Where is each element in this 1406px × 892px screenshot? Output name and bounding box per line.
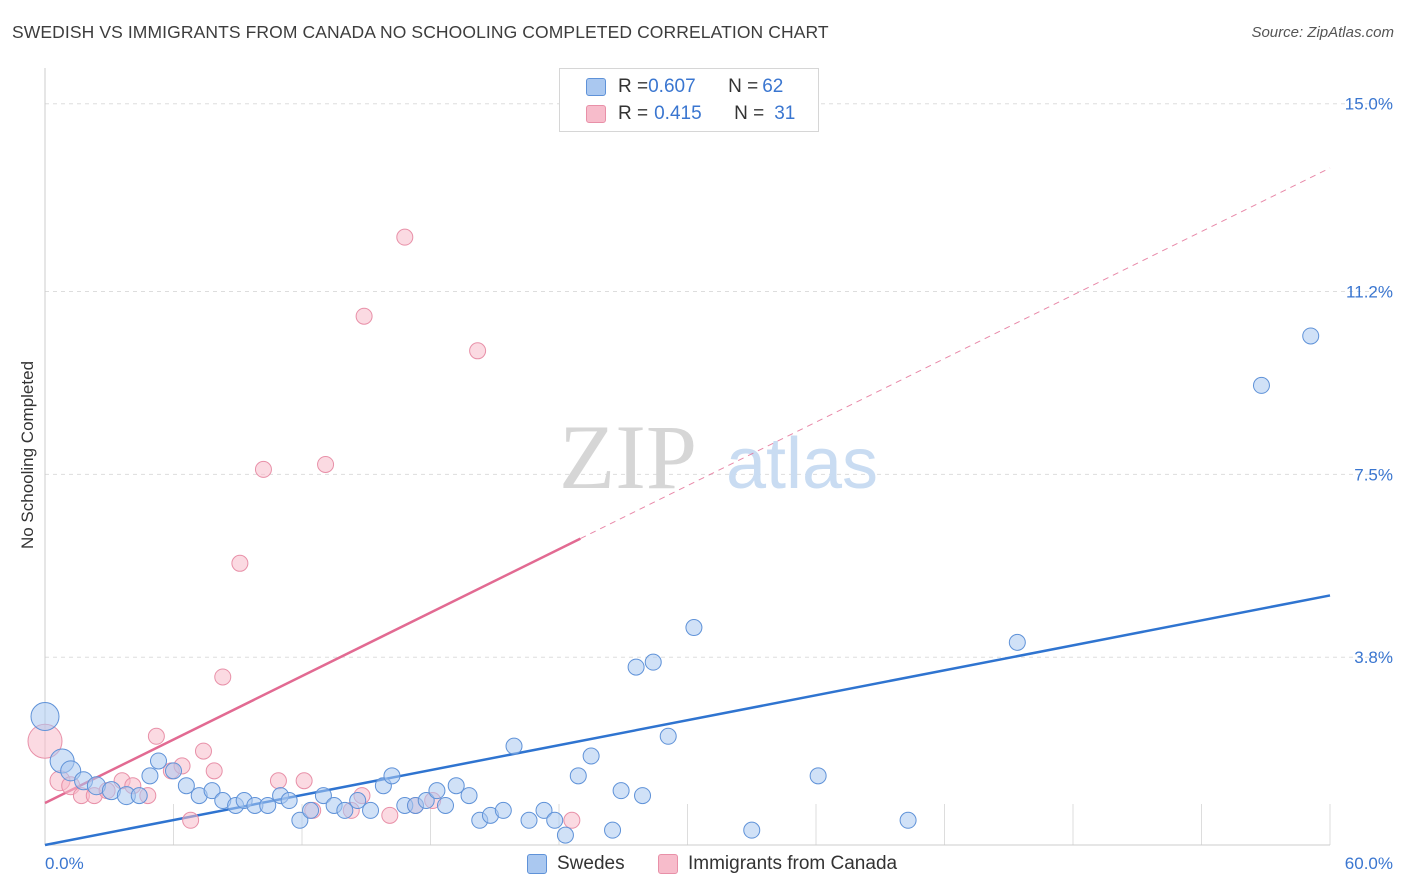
swedes-point [899,811,917,829]
swedes-point [1252,376,1270,394]
swedes-point [259,796,277,814]
source-label: Source: ZipAtlas.com [1251,24,1394,41]
bottom-legend-swatch-canada [658,854,678,874]
chart-title: SWEDISH VS IMMIGRANTS FROM CANADA NO SCH… [12,22,829,42]
bottom-legend-canada: Immigrants from Canada [658,852,897,876]
canada-point [396,228,414,246]
canada-point [147,727,165,745]
swedes-point [417,792,435,810]
x-tick-label: 60.0% [1345,854,1393,873]
canada-points [27,228,581,829]
swedes-point [520,811,538,829]
legend-n-label: N = [728,76,759,97]
legend-n-value-canada: 31 [774,103,796,124]
watermark-zip: ZIP [559,406,697,508]
swedes-point [644,653,662,671]
swedes-point [1008,633,1026,651]
y-tick-label: 7.5% [1354,465,1393,484]
swedes-point [535,801,553,819]
swedes-point [336,801,354,819]
swedes-point [428,782,446,800]
swedes-point [743,821,761,839]
swedes-point [556,826,574,844]
watermark-atlas: atlas [726,424,878,504]
bottom-legend-swedes: Swedes [527,852,625,876]
swedes-point [612,782,630,800]
watermark: ZIP atlas [559,406,878,508]
legend-row-canada: R = 0.415 N = 31 [586,101,795,127]
swedes-point [447,777,465,795]
correlation-legend: R = 0.607 N = 62 R = 0.415 N = 31 [559,68,819,132]
canada-trendline-extension [580,167,1331,540]
y-tick-label: 3.8% [1354,648,1393,667]
swedes-point [659,727,677,745]
canada-point [182,811,200,829]
swedes-point [809,767,827,785]
swedes-point [280,792,298,810]
y-tick-label: 15.0% [1345,95,1393,114]
bottom-legend-label-canada: Immigrants from Canada [688,853,898,874]
legend-r-value-swedes: 0.607 [648,76,696,97]
canada-point [355,307,373,325]
swedes-point [1302,327,1320,345]
canada-point [194,742,212,760]
swedes-points [30,327,1320,844]
legend-swatch-swedes [586,78,606,96]
canada-point [205,762,223,780]
swedes-point [141,767,159,785]
legend-row-swedes: R = 0.607 N = 62 [586,74,783,100]
swedes-point [627,658,645,676]
legend-r-value-canada: 0.415 [654,103,702,124]
swedes-point [349,792,367,810]
canada-point [563,811,581,829]
canada-point [469,342,487,360]
legend-n-value-swedes: 62 [762,76,784,97]
swedes-point [505,737,523,755]
swedes-point [494,801,512,819]
swedes-point [314,787,332,805]
y-tick-label: 11.2% [1346,283,1393,302]
canada-point [214,668,232,686]
legend-r-label: R = [618,103,649,124]
canada-point [295,772,313,790]
swedes-point [302,801,320,819]
bottom-legend-swatch-swedes [527,854,547,874]
swedes-point [30,702,60,732]
canada-trendline [44,537,581,805]
swedes-point [436,796,454,814]
tick-labels: 3.8% 7.5% 11.2% 15.0% 0.0% 60.0% [45,95,1393,873]
swedes-point [604,821,622,839]
legend-r-label: R = [618,76,649,97]
swedes-point [569,767,587,785]
swedes-point [130,787,148,805]
swedes-point [634,787,652,805]
legend-swatch-canada [586,105,606,123]
swedes-point [685,619,703,637]
swedes-point [460,787,478,805]
bottom-legend-label-swedes: Swedes [557,853,625,874]
x-tick-label: 0.0% [45,854,84,873]
canada-point [269,772,287,790]
swedes-point [362,801,380,819]
swedes-point [582,747,600,765]
swedes-point [150,752,168,770]
swedes-point [546,811,564,829]
swedes-point [165,762,182,780]
swedes-point [291,811,309,829]
canada-point [381,806,399,824]
swedes-point [203,782,221,800]
gridlines [45,103,1392,658]
swedes-point [383,767,401,785]
canada-point [231,554,249,572]
canada-point [317,455,335,473]
canada-point [254,460,272,478]
swedes-point [177,777,195,795]
legend-n-label: N = [734,103,765,124]
